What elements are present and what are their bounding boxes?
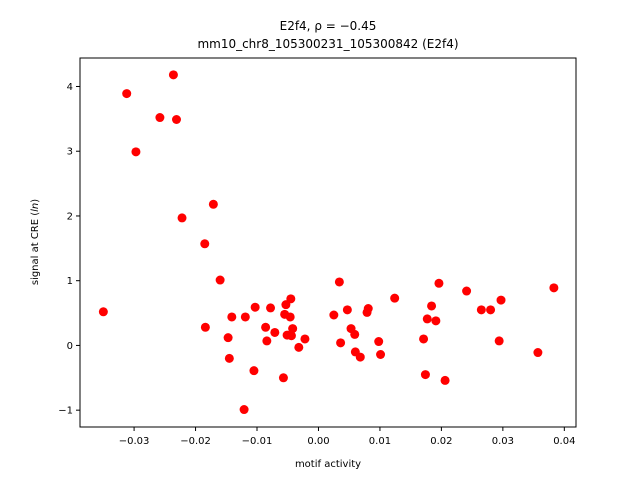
data-point xyxy=(342,305,352,315)
data-point xyxy=(355,352,365,362)
data-point xyxy=(363,304,373,314)
data-points xyxy=(98,70,559,415)
data-point xyxy=(476,305,486,315)
data-point xyxy=(288,324,298,334)
data-point xyxy=(549,283,559,293)
data-point xyxy=(262,336,272,346)
y-axis-ticks: −1 0 1 2 3 4 xyxy=(58,82,80,417)
chart-title-line1: E2f4, ρ = −0.45 xyxy=(280,19,377,33)
data-point xyxy=(420,370,430,380)
x-tick-label: −0.03 xyxy=(119,436,150,447)
data-point xyxy=(240,312,250,322)
data-point xyxy=(122,89,132,99)
x-tick-label: 0.04 xyxy=(553,436,575,447)
data-point xyxy=(496,295,506,305)
data-point xyxy=(376,349,386,359)
data-point xyxy=(215,275,225,285)
x-tick-label: −0.01 xyxy=(242,436,273,447)
x-axis-label: motif activity xyxy=(295,459,361,470)
y-tick-label: 3 xyxy=(67,147,73,158)
data-point xyxy=(168,70,178,80)
data-point xyxy=(350,329,360,339)
data-point xyxy=(419,334,429,344)
data-point xyxy=(486,305,496,315)
data-point xyxy=(266,303,276,313)
data-point xyxy=(177,213,187,223)
data-point xyxy=(533,348,543,358)
data-point xyxy=(431,316,441,326)
data-point xyxy=(200,239,210,249)
data-point xyxy=(300,334,310,344)
data-point xyxy=(286,294,296,304)
plot-frame xyxy=(79,57,577,428)
data-point xyxy=(390,293,400,303)
x-tick-label: 0.03 xyxy=(492,436,514,447)
data-point xyxy=(334,277,344,287)
data-point xyxy=(294,342,304,352)
data-point xyxy=(98,307,108,317)
x-tick-label: 0.01 xyxy=(369,436,391,447)
x-tick-label: −0.02 xyxy=(180,436,211,447)
x-axis-ticks: −0.03 −0.02 −0.01 0.00 0.01 0.02 0.03 0.04 xyxy=(119,427,575,447)
data-point xyxy=(155,113,165,123)
data-point xyxy=(227,312,237,322)
y-tick-label: 1 xyxy=(67,276,73,287)
chart-title-line2: mm10_chr8_105300231_105300842 (E2f4) xyxy=(197,37,458,51)
data-point xyxy=(285,312,295,322)
x-tick-label: 0.00 xyxy=(307,436,329,447)
data-point xyxy=(270,327,280,337)
y-tick-label: 2 xyxy=(67,211,73,222)
data-point xyxy=(200,322,210,332)
data-point xyxy=(131,147,141,157)
y-axis-label: signal at CRE (ln) xyxy=(30,199,41,285)
y-tick-label: 4 xyxy=(67,82,73,93)
data-point xyxy=(250,302,260,312)
data-point xyxy=(462,286,472,296)
data-point xyxy=(286,331,296,341)
y-tick-label: 0 xyxy=(67,341,73,352)
data-point xyxy=(261,322,271,332)
data-point xyxy=(239,405,249,415)
data-point xyxy=(171,115,181,124)
data-point xyxy=(434,278,444,288)
data-point xyxy=(440,375,450,385)
x-tick-label: 0.02 xyxy=(430,436,452,447)
data-point xyxy=(249,366,259,376)
data-point xyxy=(336,338,346,348)
data-point xyxy=(374,337,384,347)
data-point xyxy=(422,314,432,324)
data-point xyxy=(427,301,437,311)
y-tick-label: −1 xyxy=(58,406,73,417)
data-point xyxy=(329,310,339,320)
data-point xyxy=(223,333,233,343)
data-point xyxy=(278,373,288,383)
data-point xyxy=(208,199,218,209)
data-point xyxy=(494,336,504,346)
data-point xyxy=(224,353,234,363)
